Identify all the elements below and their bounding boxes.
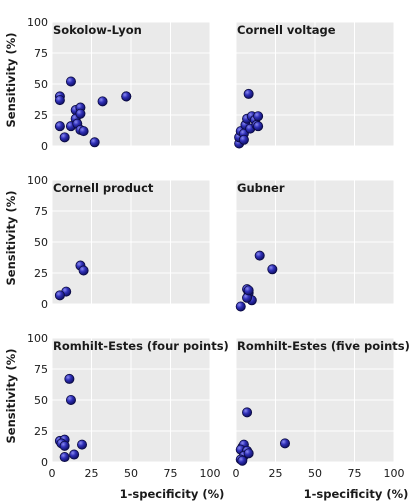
y-tick-label: 25 bbox=[34, 109, 48, 122]
data-point bbox=[237, 455, 248, 466]
panel-1: 0 25 50 75 100 Sokolow-Lyon bbox=[27, 16, 211, 153]
panel-title: Gubner bbox=[237, 181, 285, 195]
data-point bbox=[78, 265, 89, 276]
panel-4: Gubner bbox=[235, 179, 395, 312]
data-point bbox=[243, 285, 254, 296]
data-point bbox=[242, 407, 253, 418]
data-point bbox=[254, 250, 265, 261]
data-point bbox=[75, 108, 86, 119]
panel-5: 0 25 50 75 100 0 25 50 75 100 Romhilt-Estes (four … bbox=[27, 332, 229, 480]
data-point bbox=[65, 394, 76, 405]
data-point bbox=[69, 449, 80, 460]
data-point bbox=[267, 264, 278, 275]
data-point bbox=[59, 440, 70, 451]
y-tick-label: 75 bbox=[34, 363, 48, 376]
data-point bbox=[59, 132, 70, 143]
y-tick-label: 100 bbox=[27, 332, 48, 345]
data-point bbox=[65, 76, 76, 87]
x-tick-label: 25 bbox=[85, 467, 99, 480]
panel-3: 0 25 50 75 100 Cornell product bbox=[27, 174, 211, 311]
data-point bbox=[77, 439, 88, 450]
panel-title: Cornell voltage bbox=[237, 23, 336, 37]
x-tick-label: 100 bbox=[384, 467, 405, 480]
x-tick-label: 50 bbox=[308, 467, 322, 480]
y-tick-label: 50 bbox=[34, 236, 48, 249]
data-point bbox=[78, 126, 89, 137]
data-point bbox=[253, 111, 264, 122]
panel-title: Sokolow-Lyon bbox=[53, 23, 142, 37]
panels-layer: 0 25 50 75 100 Sokolow-Lyon Cornell voltage 0 25… bbox=[27, 16, 410, 480]
data-point bbox=[235, 301, 246, 312]
panel-title: Romhilt-Estes (five points) bbox=[237, 339, 410, 353]
y-tick-label: 25 bbox=[34, 267, 48, 280]
x-tick-label: 0 bbox=[49, 467, 56, 480]
y-tick-label: 100 bbox=[27, 16, 48, 29]
data-point bbox=[54, 121, 65, 132]
y-axis-title-row-3: Sensitivity (%) bbox=[4, 349, 18, 444]
data-point bbox=[253, 121, 264, 132]
data-point bbox=[89, 137, 100, 148]
y-tick-label: 75 bbox=[34, 47, 48, 60]
x-tick-label: 50 bbox=[124, 467, 138, 480]
y-axis-title-row-2: Sensitivity (%) bbox=[4, 191, 18, 286]
data-point bbox=[59, 452, 70, 463]
panel-2: Cornell voltage bbox=[234, 21, 395, 149]
y-tick-label: 50 bbox=[34, 78, 48, 91]
y-tick-label: 50 bbox=[34, 394, 48, 407]
x-tick-label: 25 bbox=[269, 467, 283, 480]
data-point bbox=[64, 373, 75, 384]
y-tick-label: 0 bbox=[41, 456, 48, 469]
x-tick-label: 75 bbox=[348, 467, 362, 480]
x-tick-label: 0 bbox=[233, 467, 240, 480]
panel-title: Cornell product bbox=[53, 181, 154, 195]
y-axis-title-row-1: Sensitivity (%) bbox=[4, 33, 18, 128]
data-point bbox=[54, 95, 65, 106]
y-tick-label: 100 bbox=[27, 174, 48, 187]
panel-6: 0 25 50 75 100 Romhilt-Estes (five points) bbox=[233, 337, 410, 480]
y-tick-label: 0 bbox=[41, 140, 48, 153]
y-tick-label: 75 bbox=[34, 205, 48, 218]
y-tick-label: 0 bbox=[41, 298, 48, 311]
x-tick-label: 75 bbox=[164, 467, 178, 480]
data-point bbox=[121, 91, 132, 102]
data-point bbox=[279, 438, 290, 449]
data-point bbox=[243, 448, 254, 459]
data-point bbox=[97, 96, 108, 107]
y-tick-label: 25 bbox=[34, 425, 48, 438]
panel-title: Romhilt-Estes (four points) bbox=[53, 339, 229, 353]
data-point bbox=[243, 88, 254, 99]
data-point bbox=[238, 134, 249, 145]
x-tick-label: 100 bbox=[200, 467, 221, 480]
data-point bbox=[54, 290, 65, 301]
x-axis-title-right: 1-specificity (%) bbox=[304, 487, 409, 501]
x-axis-title-left: 1-specificity (%) bbox=[120, 487, 225, 501]
